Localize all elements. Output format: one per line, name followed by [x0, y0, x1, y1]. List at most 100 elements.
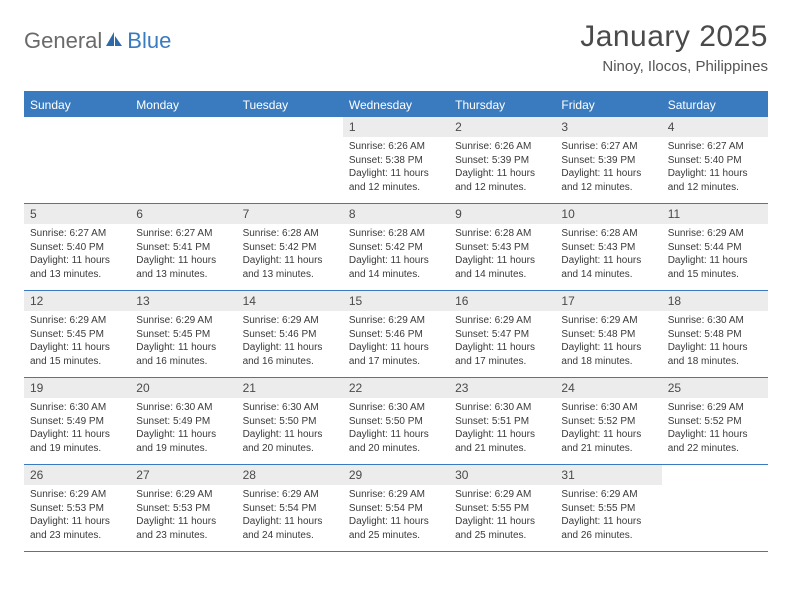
calendar-cell: 2Sunrise: 6:26 AMSunset: 5:39 PMDaylight… [449, 117, 555, 203]
calendar-cell: 4Sunrise: 6:27 AMSunset: 5:40 PMDaylight… [662, 117, 768, 203]
sunrise-text: Sunrise: 6:30 AM [136, 401, 230, 415]
daylight-text: and 19 minutes. [136, 442, 230, 456]
daylight-text: and 12 minutes. [561, 181, 655, 195]
day-number: 20 [130, 378, 236, 398]
sunrise-text: Sunrise: 6:30 AM [455, 401, 549, 415]
sunrise-text: Sunrise: 6:29 AM [668, 401, 762, 415]
calendar-cell: 22Sunrise: 6:30 AMSunset: 5:50 PMDayligh… [343, 378, 449, 464]
daylight-text: Daylight: 11 hours [349, 515, 443, 529]
daylight-text: and 15 minutes. [668, 268, 762, 282]
day-number: 5 [24, 204, 130, 224]
day-header: Friday [555, 93, 661, 117]
day-number: 4 [662, 117, 768, 137]
month-title: January 2025 [580, 20, 768, 54]
sunrise-text: Sunrise: 6:29 AM [455, 488, 549, 502]
sunrise-text: Sunrise: 6:28 AM [561, 227, 655, 241]
calendar-cell: 14Sunrise: 6:29 AMSunset: 5:46 PMDayligh… [237, 291, 343, 377]
calendar-cell: 3Sunrise: 6:27 AMSunset: 5:39 PMDaylight… [555, 117, 661, 203]
day-header: Thursday [449, 93, 555, 117]
sunset-text: Sunset: 5:39 PM [455, 154, 549, 168]
sunrise-text: Sunrise: 6:29 AM [243, 314, 337, 328]
day-number: 27 [130, 465, 236, 485]
calendar-cell [130, 117, 236, 203]
sunset-text: Sunset: 5:55 PM [561, 502, 655, 516]
daylight-text: and 23 minutes. [30, 529, 124, 543]
calendar-cell: 11Sunrise: 6:29 AMSunset: 5:44 PMDayligh… [662, 204, 768, 290]
calendar-row: 26Sunrise: 6:29 AMSunset: 5:53 PMDayligh… [24, 465, 768, 552]
day-details: Sunrise: 6:30 AMSunset: 5:50 PMDaylight:… [343, 398, 449, 461]
daylight-text: Daylight: 11 hours [668, 167, 762, 181]
sunset-text: Sunset: 5:45 PM [136, 328, 230, 342]
daylight-text: and 14 minutes. [561, 268, 655, 282]
sunset-text: Sunset: 5:48 PM [561, 328, 655, 342]
day-details [237, 123, 343, 132]
day-details: Sunrise: 6:29 AMSunset: 5:46 PMDaylight:… [343, 311, 449, 374]
daylight-text: Daylight: 11 hours [561, 254, 655, 268]
sunset-text: Sunset: 5:48 PM [668, 328, 762, 342]
calendar-cell: 7Sunrise: 6:28 AMSunset: 5:42 PMDaylight… [237, 204, 343, 290]
sunrise-text: Sunrise: 6:30 AM [243, 401, 337, 415]
calendar: Sunday Monday Tuesday Wednesday Thursday… [24, 91, 768, 552]
sunrise-text: Sunrise: 6:29 AM [136, 314, 230, 328]
day-number: 1 [343, 117, 449, 137]
day-header: Monday [130, 93, 236, 117]
day-details [130, 123, 236, 132]
day-details: Sunrise: 6:27 AMSunset: 5:40 PMDaylight:… [662, 137, 768, 200]
daylight-text: Daylight: 11 hours [455, 254, 549, 268]
day-number: 29 [343, 465, 449, 485]
calendar-row: 5Sunrise: 6:27 AMSunset: 5:40 PMDaylight… [24, 204, 768, 291]
sunset-text: Sunset: 5:46 PM [243, 328, 337, 342]
sunrise-text: Sunrise: 6:29 AM [30, 488, 124, 502]
sunrise-text: Sunrise: 6:29 AM [668, 227, 762, 241]
day-details: Sunrise: 6:29 AMSunset: 5:48 PMDaylight:… [555, 311, 661, 374]
daylight-text: Daylight: 11 hours [349, 254, 443, 268]
day-details: Sunrise: 6:29 AMSunset: 5:47 PMDaylight:… [449, 311, 555, 374]
calendar-cell: 27Sunrise: 6:29 AMSunset: 5:53 PMDayligh… [130, 465, 236, 551]
day-details: Sunrise: 6:28 AMSunset: 5:43 PMDaylight:… [555, 224, 661, 287]
sunset-text: Sunset: 5:40 PM [668, 154, 762, 168]
daylight-text: and 12 minutes. [455, 181, 549, 195]
daylight-text: Daylight: 11 hours [561, 515, 655, 529]
sunrise-text: Sunrise: 6:29 AM [243, 488, 337, 502]
sunrise-text: Sunrise: 6:30 AM [30, 401, 124, 415]
daylight-text: Daylight: 11 hours [455, 341, 549, 355]
daylight-text: and 16 minutes. [136, 355, 230, 369]
logo-sails-icon [104, 28, 126, 54]
sunset-text: Sunset: 5:52 PM [668, 415, 762, 429]
calendar-cell: 1Sunrise: 6:26 AMSunset: 5:38 PMDaylight… [343, 117, 449, 203]
day-number: 15 [343, 291, 449, 311]
day-number: 10 [555, 204, 661, 224]
sunset-text: Sunset: 5:52 PM [561, 415, 655, 429]
sunset-text: Sunset: 5:38 PM [349, 154, 443, 168]
day-details: Sunrise: 6:29 AMSunset: 5:52 PMDaylight:… [662, 398, 768, 461]
calendar-cell: 10Sunrise: 6:28 AMSunset: 5:43 PMDayligh… [555, 204, 661, 290]
daylight-text: Daylight: 11 hours [349, 428, 443, 442]
daylight-text: and 23 minutes. [136, 529, 230, 543]
day-number: 25 [662, 378, 768, 398]
sunrise-text: Sunrise: 6:30 AM [668, 314, 762, 328]
sunset-text: Sunset: 5:39 PM [561, 154, 655, 168]
sunrise-text: Sunrise: 6:27 AM [136, 227, 230, 241]
calendar-cell: 23Sunrise: 6:30 AMSunset: 5:51 PMDayligh… [449, 378, 555, 464]
sunrise-text: Sunrise: 6:28 AM [455, 227, 549, 241]
day-details: Sunrise: 6:28 AMSunset: 5:42 PMDaylight:… [343, 224, 449, 287]
daylight-text: and 20 minutes. [349, 442, 443, 456]
day-details: Sunrise: 6:29 AMSunset: 5:55 PMDaylight:… [555, 485, 661, 548]
daylight-text: Daylight: 11 hours [668, 428, 762, 442]
daylight-text: and 21 minutes. [561, 442, 655, 456]
daylight-text: Daylight: 11 hours [30, 515, 124, 529]
calendar-cell: 24Sunrise: 6:30 AMSunset: 5:52 PMDayligh… [555, 378, 661, 464]
sunset-text: Sunset: 5:53 PM [30, 502, 124, 516]
sunrise-text: Sunrise: 6:29 AM [349, 488, 443, 502]
daylight-text: and 18 minutes. [668, 355, 762, 369]
sunset-text: Sunset: 5:47 PM [455, 328, 549, 342]
sunrise-text: Sunrise: 6:27 AM [668, 140, 762, 154]
sunset-text: Sunset: 5:46 PM [349, 328, 443, 342]
calendar-cell: 12Sunrise: 6:29 AMSunset: 5:45 PMDayligh… [24, 291, 130, 377]
day-details: Sunrise: 6:29 AMSunset: 5:46 PMDaylight:… [237, 311, 343, 374]
day-details: Sunrise: 6:29 AMSunset: 5:45 PMDaylight:… [130, 311, 236, 374]
daylight-text: Daylight: 11 hours [349, 341, 443, 355]
daylight-text: and 14 minutes. [455, 268, 549, 282]
sunrise-text: Sunrise: 6:27 AM [561, 140, 655, 154]
day-details: Sunrise: 6:29 AMSunset: 5:54 PMDaylight:… [237, 485, 343, 548]
